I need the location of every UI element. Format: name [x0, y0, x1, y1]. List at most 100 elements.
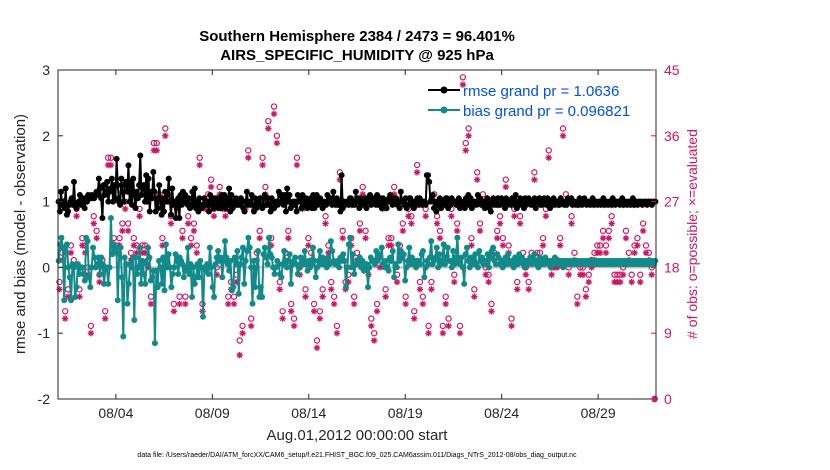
obs-evaluated-marker: [628, 278, 635, 286]
obs-possible-marker: [368, 315, 375, 322]
y-tick-label: 2: [42, 128, 50, 144]
obs-evaluated-marker: [597, 249, 604, 256]
bias-series-point: [184, 244, 191, 251]
obs-evaluated-marker: [494, 234, 501, 242]
obs-evaluated-marker: [245, 154, 252, 161]
bias-series-point: [68, 297, 75, 304]
obs-evaluated-marker: [413, 169, 421, 176]
bias-series-point: [124, 300, 131, 307]
obs-evaluated-marker: [579, 271, 587, 278]
obs-possible-marker: [107, 154, 115, 161]
rmse-series-point: [336, 198, 343, 205]
bias-series-point: [425, 261, 432, 268]
obs-evaluated-marker: [476, 227, 484, 235]
obs-evaluated-marker: [236, 351, 243, 359]
bias-series-point: [341, 257, 348, 264]
bias-series-point: [345, 241, 352, 248]
obs-possible-marker: [390, 183, 398, 191]
bias-series-point: [65, 264, 72, 271]
obs-possible-marker: [262, 183, 269, 191]
bias-series-point: [123, 261, 130, 268]
rmse-series-point: [68, 195, 75, 202]
bias-series-point: [301, 247, 308, 254]
obs-possible-marker: [265, 117, 272, 125]
obs-possible-marker: [56, 278, 63, 286]
obs-possible-marker: [605, 227, 612, 235]
bias-series-point: [275, 261, 282, 268]
bias-series-point: [142, 280, 149, 287]
obs-evaluated-marker: [170, 308, 178, 315]
obs-evaluated-marker: [471, 293, 478, 300]
obs-evaluated-marker: [147, 300, 155, 308]
obs-possible-marker: [159, 234, 166, 242]
obs-evaluated-marker: [290, 322, 298, 330]
bias-series-point: [204, 261, 211, 268]
data-file-footnote: data file: /Users/raeder/DAI/ATM_forcXX/…: [137, 452, 577, 459]
rmse-series-point: [487, 208, 494, 215]
x-tick-label: 08/09: [195, 405, 230, 421]
rmse-series-point: [223, 195, 230, 202]
bias-series-point: [351, 270, 358, 277]
obs-possible-marker: [525, 278, 532, 286]
bias-series-point: [413, 264, 420, 271]
plot-frame: [57, 69, 657, 400]
obs-possible-marker: [356, 220, 364, 227]
obs-evaluated-marker: [210, 213, 218, 220]
bias-series-point: [311, 257, 318, 264]
bias-series-point: [117, 244, 124, 251]
rmse-series-point: [426, 178, 433, 185]
bias-series-point: [450, 247, 457, 254]
bias-series-point: [241, 280, 248, 287]
y-tick-label: -2: [38, 391, 51, 407]
obs-possible-marker: [90, 213, 97, 220]
bias-series-point: [283, 264, 290, 271]
bias-series-point: [85, 274, 92, 281]
obs-possible-marker: [313, 337, 321, 344]
obs-evaluated-marker: [425, 330, 432, 337]
obs-possible-marker: [476, 220, 484, 227]
bias-series-point: [281, 247, 288, 254]
rmse-series-point: [137, 152, 144, 159]
obs-evaluated-marker: [622, 234, 630, 242]
obs-evaluated-marker: [419, 300, 427, 308]
bias-series-point: [344, 264, 351, 271]
bias-series-point: [136, 244, 143, 251]
obs-possible-marker: [333, 322, 341, 330]
obs-evaluated-marker: [279, 315, 286, 322]
obs-evaluated-marker: [124, 227, 132, 235]
rmse-series-point: [433, 208, 440, 215]
obs-evaluated-marker: [433, 220, 441, 227]
bias-series-point: [63, 241, 70, 248]
bias-series-point: [378, 244, 385, 251]
obs-possible-marker: [330, 293, 338, 300]
obs-evaluated-marker: [608, 220, 615, 227]
bias-series-point: [296, 264, 303, 271]
obs-possible-marker: [425, 322, 432, 330]
rmse-series-point: [146, 208, 153, 215]
rmse-series-point: [330, 188, 337, 195]
rmse-series-point: [57, 188, 64, 195]
bias-series-point: [400, 251, 407, 258]
obs-evaluated-marker: [190, 227, 198, 235]
obs-evaluated-marker: [239, 330, 246, 337]
bias-series-point: [406, 244, 413, 251]
obs-evaluated-marker: [339, 234, 346, 242]
obs-possible-marker: [339, 227, 346, 235]
obs-possible-marker: [359, 183, 366, 191]
obs-possible-marker: [451, 271, 458, 278]
rmse-series-point: [282, 208, 289, 215]
bias-series-point: [227, 257, 234, 264]
bias-series-point: [128, 264, 135, 271]
bias-series-point: [139, 257, 146, 264]
obs-evaluated-marker: [179, 234, 186, 242]
obs-possible-marker: [184, 213, 192, 220]
obs-evaluated-marker: [602, 249, 610, 256]
rmse-series-point: [70, 178, 77, 185]
obs-possible-marker: [465, 125, 472, 132]
bias-series-point: [474, 264, 481, 271]
obs-evaluated-marker: [542, 213, 550, 220]
obs-evaluated-marker: [399, 227, 406, 235]
obs-possible-marker: [287, 300, 295, 308]
bias-series-point: [264, 261, 271, 268]
bias-series-point: [233, 261, 240, 268]
